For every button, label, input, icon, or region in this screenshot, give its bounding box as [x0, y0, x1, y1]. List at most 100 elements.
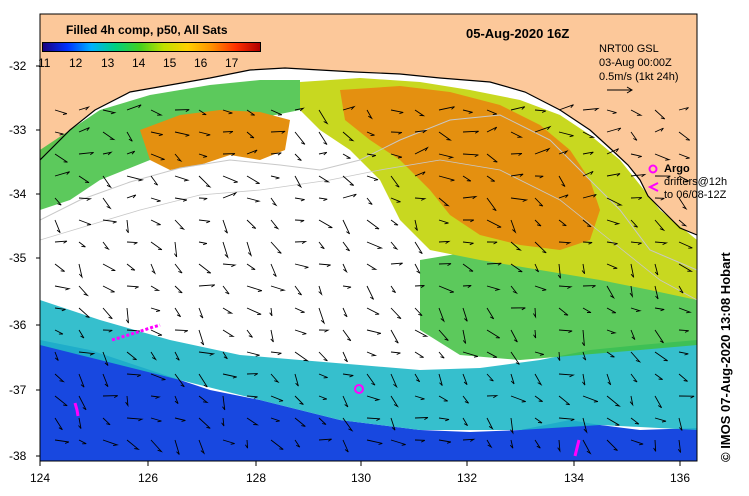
current-arrow — [221, 417, 225, 427]
current-arrow — [534, 241, 547, 254]
y-tick-label: -38 — [9, 449, 27, 463]
colorbar-tick: 17 — [225, 56, 239, 70]
current-arrow — [270, 417, 280, 423]
current-arrow — [606, 127, 622, 133]
current-arrow — [102, 263, 116, 272]
current-arrow — [318, 151, 328, 156]
current-arrow — [174, 373, 185, 388]
current-arrow — [438, 439, 452, 444]
current-arrow — [510, 173, 524, 177]
y-tick-label: -37 — [9, 383, 27, 397]
current-arrow — [654, 219, 666, 232]
argo-marker — [354, 384, 364, 394]
current-arrow — [630, 109, 643, 116]
current-arrow — [294, 439, 301, 448]
current-arrow — [366, 241, 384, 249]
current-arrow — [54, 153, 68, 163]
current-arrow — [294, 263, 309, 269]
colorbar-labels: 11 12 13 14 15 16 17 — [38, 56, 268, 70]
current-arrow — [342, 285, 352, 289]
current-arrow — [318, 263, 331, 268]
current-arrow — [246, 175, 260, 184]
current-arrow — [78, 263, 83, 279]
current-arrow — [557, 263, 561, 279]
drifter-tracks — [73, 86, 659, 457]
current-arrow — [630, 439, 644, 446]
current-arrow — [557, 351, 561, 361]
current-arrow — [534, 197, 544, 207]
current-arrow — [534, 109, 546, 113]
current-arrow — [390, 153, 403, 159]
current-arrow — [678, 197, 688, 210]
current-arrow — [462, 109, 473, 114]
current-arrow — [54, 109, 68, 115]
current-arrow — [582, 241, 593, 245]
colorbar-tick: 14 — [132, 56, 146, 70]
current-arrow — [654, 197, 665, 201]
legend-title: Filled 4h comp, p50, All Sats — [66, 23, 228, 37]
current-arrow — [510, 152, 523, 156]
current-arrow — [510, 263, 523, 273]
current-arrow — [414, 171, 426, 177]
current-arrow — [582, 219, 592, 228]
current-arrow — [654, 373, 663, 380]
current-arrow — [366, 373, 376, 386]
current-arrow — [630, 197, 643, 200]
current-arrow — [486, 175, 495, 182]
current-arrow — [558, 373, 575, 378]
current-arrow — [606, 197, 623, 206]
current-arrow — [366, 307, 380, 315]
current-arrow — [510, 307, 526, 311]
current-arrow — [678, 351, 689, 356]
current-arrow — [414, 241, 423, 254]
current-arrow — [510, 285, 519, 295]
current-arrow — [174, 109, 190, 112]
current-arrow — [198, 284, 216, 288]
map-date: 05-Aug-2020 16Z — [466, 26, 570, 41]
current-arrow — [510, 373, 515, 385]
current-arrow — [78, 395, 87, 411]
current-arrow — [54, 285, 71, 291]
current-arrow — [582, 107, 600, 112]
current-arrow — [342, 175, 354, 186]
current-arrow — [534, 263, 540, 273]
current-arrow — [390, 285, 396, 294]
current-arrow — [390, 307, 402, 320]
current-arrow — [246, 131, 255, 139]
current-arrow — [582, 193, 597, 199]
current-arrow — [54, 373, 65, 383]
current-arrow — [78, 439, 87, 445]
current-arrow — [366, 329, 382, 335]
current-arrow — [414, 307, 423, 317]
current-arrow — [126, 194, 137, 199]
current-arrow — [222, 153, 236, 156]
current-arrow — [462, 417, 468, 426]
current-arrow — [78, 175, 90, 184]
current-arrow — [366, 417, 381, 421]
current-arrow — [606, 351, 615, 358]
current-arrow — [486, 329, 500, 339]
current-arrow — [606, 109, 617, 115]
drifters-info: drifters@12h to 06/08-12Z — [664, 176, 727, 202]
current-arrow — [270, 263, 277, 277]
current-arrow — [438, 197, 450, 207]
current-arrow — [246, 373, 258, 376]
colorbar — [42, 42, 261, 52]
current-arrow — [366, 439, 383, 445]
current-arrow — [390, 373, 398, 389]
current-arrow — [318, 285, 323, 296]
current-arrow — [342, 351, 348, 363]
current-arrow — [78, 329, 85, 339]
current-arrow — [102, 417, 111, 426]
land-area — [40, 14, 697, 235]
current-arrow — [486, 126, 498, 133]
current-arrow — [534, 285, 547, 291]
current-arrow — [54, 197, 62, 206]
current-arrow — [654, 263, 659, 276]
x-tick-label: 126 — [138, 471, 158, 485]
current-arrow — [198, 263, 212, 274]
current-arrow — [414, 329, 429, 337]
current-arrow — [510, 106, 526, 111]
current-arrow — [390, 109, 404, 115]
current-arrow — [246, 149, 258, 155]
